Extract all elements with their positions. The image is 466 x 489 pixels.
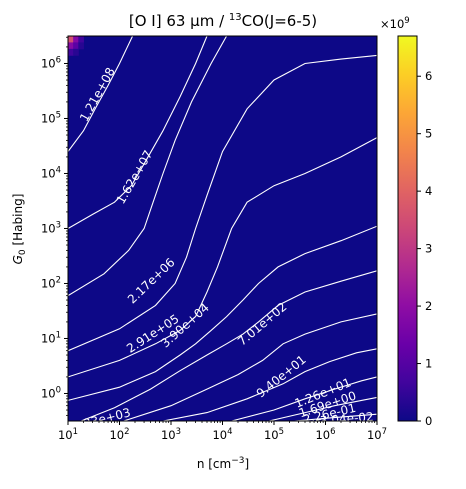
heatmap-cell [73, 36, 79, 43]
y-tick-label-4: 104 [41, 165, 61, 180]
y-tick-label-1: 101 [41, 330, 61, 345]
contour-line-7 [123, 313, 377, 421]
heatmap-cell [78, 42, 84, 50]
y-axis-ticks: 100 101 102 103 104 105 106 [41, 36, 68, 416]
x-axis-ticks: 101 102 103 104 105 106 107 [58, 421, 387, 442]
chart-title: [O I] 63 μm / 13CO(J=6-5) [129, 12, 317, 30]
contour-line-11 [294, 413, 377, 421]
y-axis-label: G0 [Habing] [11, 194, 28, 265]
colorbar-tick-label-0: 0 [425, 414, 432, 428]
contour-line-9 [231, 376, 377, 421]
x-tick-label-5: 106 [315, 427, 335, 442]
y-tick-label-2: 102 [41, 275, 61, 290]
colorbar-tick-label-4: 4 [425, 184, 432, 198]
contour-line-5 [68, 225, 377, 401]
colorbar-ticks: 0 1 2 3 4 5 6 [417, 69, 432, 428]
x-axis-label: n [cm−3] [197, 456, 249, 471]
contour-line-2 [68, 36, 228, 297]
y-tick-label-6: 106 [41, 55, 61, 70]
colorbar [397, 35, 418, 422]
x-tick-label-3: 104 [212, 427, 232, 442]
contour-line-1 [68, 36, 208, 229]
y-tick-label-5: 105 [41, 110, 61, 125]
heatmap-cell [68, 36, 74, 43]
heatmap-cell [78, 36, 84, 43]
x-tick-label-4: 105 [264, 427, 284, 442]
contour-line-3 [68, 54, 377, 352]
contour-label-11: 3.04e-02 [320, 410, 375, 428]
heatmap-hotspot [68, 36, 84, 56]
y-tick-label-0: 100 [41, 385, 61, 400]
contour-line-8 [162, 348, 377, 421]
contour-line-6 [80, 270, 377, 421]
x-tick-label-2: 103 [161, 427, 181, 442]
heatmap-cell [73, 48, 79, 56]
contour-lines [68, 36, 377, 421]
heatmap-cell [73, 42, 79, 50]
x-tick-label-1: 102 [109, 427, 129, 442]
contour-line-0 [68, 36, 134, 152]
x-tick-label-6: 107 [367, 427, 387, 442]
heatmap-background [68, 36, 377, 421]
contour-line-10 [268, 396, 377, 421]
heatmap-cell [68, 42, 74, 50]
colorbar-tick-label-6: 6 [425, 69, 432, 83]
contour-line-4 [68, 137, 377, 378]
y-tick-label-3: 103 [41, 220, 61, 235]
colorbar-tick-label-3: 3 [425, 242, 432, 256]
colorbar-tick-label-5: 5 [425, 127, 432, 141]
x-tick-label-0: 101 [58, 427, 78, 442]
heatmap-cell [68, 48, 74, 56]
colorbar-multiplier: ×109 [380, 16, 410, 31]
colorbar-tick-label-1: 1 [425, 357, 432, 371]
colorbar-tick-label-2: 2 [425, 299, 432, 313]
